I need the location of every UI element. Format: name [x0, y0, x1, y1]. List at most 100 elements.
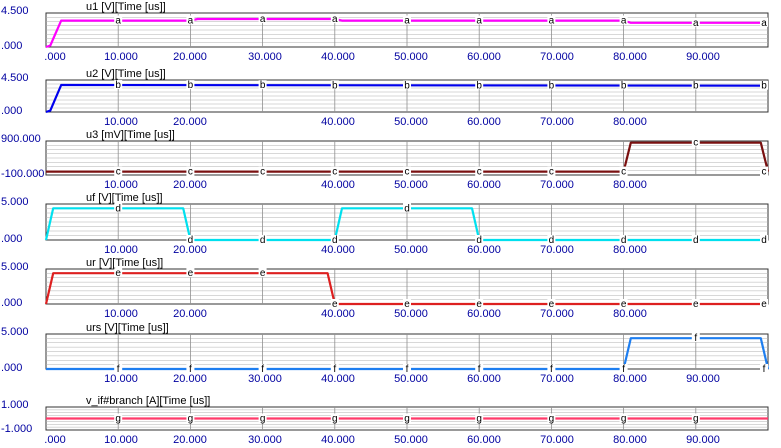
series-marker: b — [476, 80, 482, 91]
series-marker-bg — [403, 80, 411, 90]
series-marker: e — [260, 268, 266, 279]
x-tick-label: 70.000 — [540, 51, 574, 63]
series-marker: c — [332, 167, 337, 178]
x-tick-label: 70.000 — [540, 373, 574, 385]
x-tick-label: 20.000 — [173, 373, 207, 385]
series-marker-bg — [691, 235, 700, 244]
series-marker: f — [763, 364, 766, 375]
series-marker: g — [115, 414, 121, 425]
series-marker-bg — [258, 364, 267, 373]
chart-title: urs [V][Time [us]] — [86, 322, 169, 334]
series-marker-bg — [691, 80, 700, 90]
series-marker: a — [621, 16, 627, 27]
x-tick-label: 50.000 — [394, 179, 428, 191]
series-marker-bg — [760, 364, 768, 373]
x-tick-label: 50.000 — [394, 308, 428, 320]
series-marker-bg — [330, 80, 339, 90]
chart-title: u2 [V][Time [us]] — [86, 68, 166, 80]
chart-panel: urs [V][Time [us]] 5.000 .000 10.000 20.000 3… — [1, 322, 770, 385]
x-tick-label: 80.000 — [613, 434, 647, 446]
series-marker: c — [477, 167, 482, 178]
series-marker-bg — [475, 15, 484, 25]
series-marker: e — [761, 299, 767, 310]
x-tick-label: 70.000 — [540, 434, 574, 446]
x-tick-label: 80.000 — [613, 373, 647, 385]
series-marker: a — [188, 16, 194, 27]
series-marker-bg — [475, 235, 484, 244]
y-tick-label: -1.000 — [1, 423, 32, 435]
x-tick-label: 80.000 — [613, 308, 647, 320]
series-marker-bg — [186, 80, 195, 90]
x-tick-label: 10.000 — [104, 116, 138, 128]
series-marker: e — [621, 299, 627, 310]
x-tick-label: 70.000 — [540, 308, 574, 320]
x-tick-label: 10.000 — [104, 373, 138, 385]
series-marker-bg — [330, 14, 339, 24]
series-marker: d — [693, 235, 699, 246]
x-tick-label: 30.000 — [248, 51, 282, 63]
series-marker: g — [332, 414, 338, 425]
series-marker-bg — [403, 166, 411, 176]
series-marker-bg — [114, 166, 123, 176]
x-tick-label: 70.000 — [540, 244, 574, 256]
series-marker-bg — [619, 80, 628, 90]
series-marker: g — [621, 414, 627, 425]
x-tick-label: 60.000 — [467, 373, 501, 385]
series-marker-bg — [330, 299, 339, 308]
y-tick-label: 5.000 — [1, 261, 29, 273]
x-tick-label: 20.000 — [173, 434, 207, 446]
series-marker: d — [549, 235, 555, 246]
series-marker: e — [188, 268, 194, 279]
chart-panel: v_if#branch [A][Time [us]] 1.000 -1.000 .00… — [1, 395, 769, 446]
series-marker-bg — [403, 15, 411, 25]
series-line — [46, 141, 770, 173]
y-tick-label: 900.000 — [1, 133, 41, 145]
series-marker-bg — [114, 268, 123, 278]
series-marker-bg — [475, 364, 484, 373]
x-tick-label: 90.000 — [686, 51, 720, 63]
series-marker-bg — [330, 235, 339, 244]
x-tick-label: 80.000 — [613, 244, 647, 256]
x-tick-label: .000 — [44, 434, 65, 446]
x-tick-label: 50.000 — [394, 434, 428, 446]
series-marker-bg — [403, 413, 411, 423]
x-tick-label: 30.000 — [248, 373, 282, 385]
series-marker: e — [549, 299, 555, 310]
series-marker: e — [404, 299, 410, 310]
series-marker: d — [404, 203, 410, 214]
series-marker: d — [115, 203, 121, 214]
series-line — [45, 83, 769, 114]
x-tick-label: 80.000 — [613, 116, 647, 128]
series-marker-bg — [186, 235, 195, 244]
x-tick-label: 40.000 — [321, 179, 355, 191]
series-marker-bg — [547, 299, 556, 308]
series-marker: b — [260, 80, 266, 91]
x-tick-label: 20.000 — [173, 116, 207, 128]
series-marker-bg — [760, 80, 768, 90]
series-marker-bg — [547, 166, 556, 176]
chart-panel: u3 [mV][Time [us]] 900.000 -100.000 10.000 2… — [1, 129, 770, 191]
series-marker: a — [549, 16, 555, 27]
x-tick-label: 50.000 — [394, 116, 428, 128]
series-marker: a — [260, 14, 266, 25]
series-marker-bg — [330, 364, 339, 373]
series-marker-bg — [114, 80, 123, 90]
chart-panel: ur [V][Time [us]] 5.000 .000 10.000 20.000 40… — [1, 257, 769, 320]
series-marker: f — [622, 364, 625, 375]
y-tick-label: .000 — [1, 297, 22, 309]
y-tick-label: 4.500 — [1, 72, 29, 84]
series-marker: c — [116, 167, 121, 178]
y-tick-label: .000 — [1, 105, 22, 117]
series-marker: c — [762, 167, 767, 178]
series-marker: a — [404, 16, 410, 27]
x-tick-label: 40.000 — [321, 244, 355, 256]
x-tick-label: 20.000 — [173, 179, 207, 191]
x-tick-label: 80.000 — [613, 179, 647, 191]
series-marker: d — [761, 235, 767, 246]
series-marker-bg — [619, 15, 628, 25]
series-marker-bg — [547, 364, 556, 373]
series-marker: g — [404, 414, 410, 425]
series-marker-bg — [619, 166, 628, 176]
series-marker: a — [476, 16, 482, 27]
